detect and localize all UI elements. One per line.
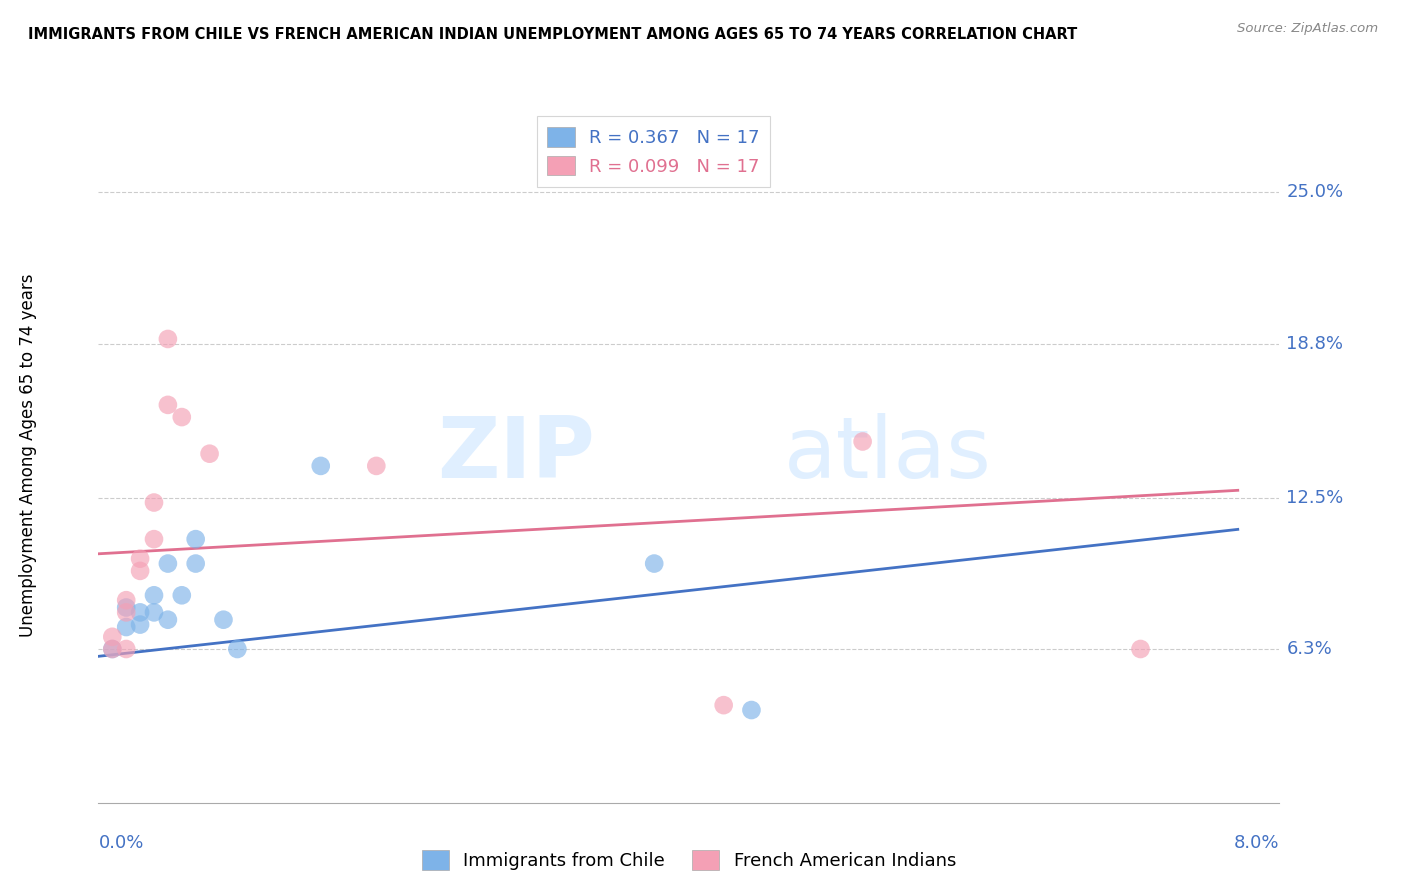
Point — [143, 588, 166, 602]
Point — [366, 458, 388, 473]
Point — [170, 410, 193, 425]
Point — [184, 532, 207, 546]
Point — [115, 593, 138, 607]
Point — [212, 613, 235, 627]
Point — [129, 606, 152, 620]
Point — [184, 557, 207, 571]
Point — [143, 532, 166, 546]
Point — [309, 458, 332, 473]
Point — [101, 642, 124, 657]
Point — [852, 434, 875, 449]
Text: 18.8%: 18.8% — [1286, 334, 1344, 353]
Text: Unemployment Among Ages 65 to 74 years: Unemployment Among Ages 65 to 74 years — [20, 273, 37, 637]
Point — [713, 698, 735, 713]
Text: ZIP: ZIP — [437, 413, 595, 497]
Point — [170, 588, 193, 602]
Point — [226, 642, 249, 657]
Point — [143, 495, 166, 509]
Text: 25.0%: 25.0% — [1286, 184, 1344, 202]
Legend: Immigrants from Chile, French American Indians: Immigrants from Chile, French American I… — [415, 843, 963, 877]
Point — [129, 551, 152, 566]
Point — [198, 447, 221, 461]
Point — [101, 642, 124, 657]
Text: IMMIGRANTS FROM CHILE VS FRENCH AMERICAN INDIAN UNEMPLOYMENT AMONG AGES 65 TO 74: IMMIGRANTS FROM CHILE VS FRENCH AMERICAN… — [28, 27, 1077, 42]
Point — [156, 613, 179, 627]
Text: 0.0%: 0.0% — [98, 834, 143, 852]
Text: 12.5%: 12.5% — [1286, 489, 1344, 507]
Point — [129, 617, 152, 632]
Point — [156, 398, 179, 412]
Point — [643, 557, 665, 571]
Point — [101, 630, 124, 644]
Text: Source: ZipAtlas.com: Source: ZipAtlas.com — [1237, 22, 1378, 36]
Text: 8.0%: 8.0% — [1234, 834, 1279, 852]
Point — [115, 606, 138, 620]
Point — [156, 557, 179, 571]
Text: atlas: atlas — [783, 413, 991, 497]
Text: 6.3%: 6.3% — [1286, 640, 1333, 658]
Point — [156, 332, 179, 346]
Point — [740, 703, 762, 717]
Point — [143, 606, 166, 620]
Point — [129, 564, 152, 578]
Point — [115, 600, 138, 615]
Point — [1129, 642, 1152, 657]
Point — [115, 620, 138, 634]
Point — [115, 642, 138, 657]
